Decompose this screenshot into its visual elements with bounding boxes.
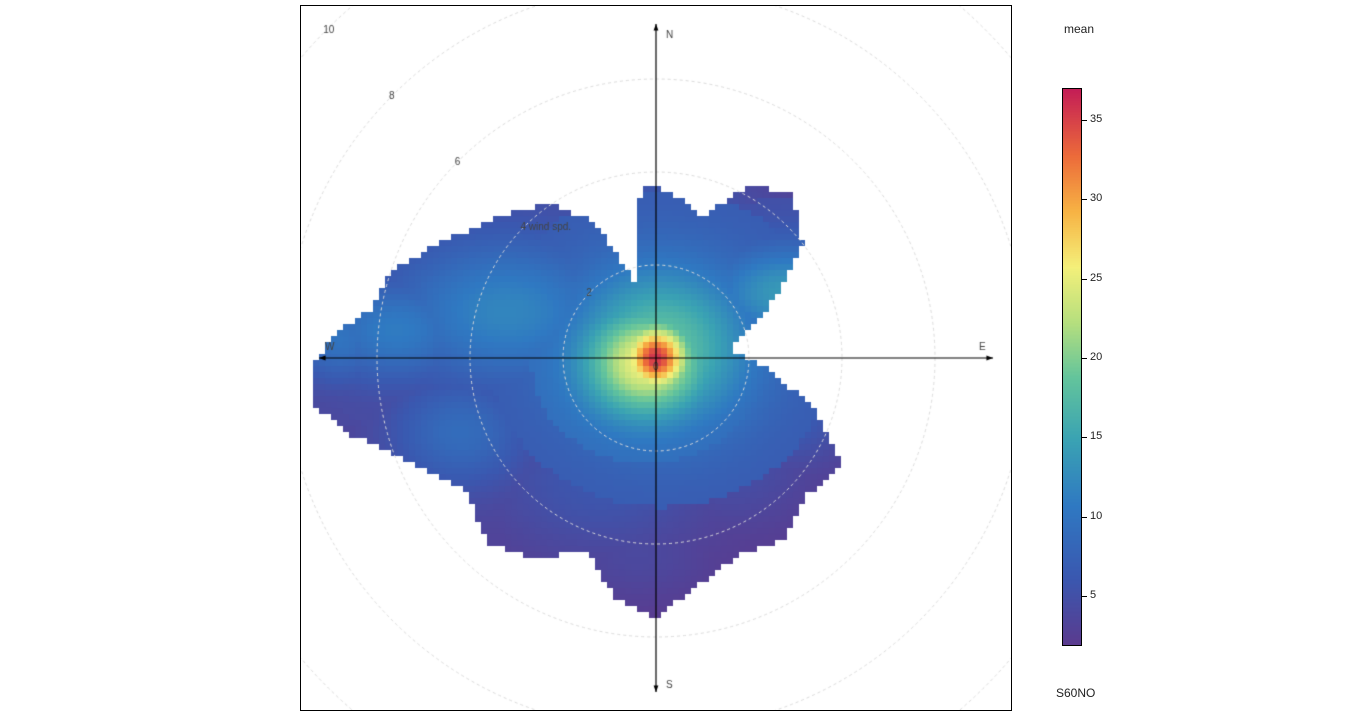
corner-label: S60NO bbox=[1056, 686, 1095, 700]
plot-frame bbox=[300, 5, 1012, 711]
figure-stage: mean 5 10 15 20 25 30 35 S60NO bbox=[0, 0, 1366, 716]
colorbar-tick bbox=[1081, 358, 1087, 359]
colorbar-tick bbox=[1081, 517, 1087, 518]
colorbar-tick bbox=[1081, 596, 1087, 597]
colorbar-tick bbox=[1081, 199, 1087, 200]
legend-title: mean bbox=[1064, 22, 1094, 36]
colorbar-tick-label: 15 bbox=[1090, 430, 1102, 442]
colorbar-tick-label: 30 bbox=[1090, 192, 1102, 204]
colorbar-tick bbox=[1081, 120, 1087, 121]
colorbar-tick-label: 10 bbox=[1090, 510, 1102, 522]
colorbar-tick-label: 35 bbox=[1090, 113, 1102, 125]
colorbar-tick-label: 20 bbox=[1090, 351, 1102, 363]
polar-heatmap-canvas bbox=[301, 6, 1011, 710]
colorbar-tick bbox=[1081, 437, 1087, 438]
colorbar-tick bbox=[1081, 279, 1087, 280]
colorbar-tick-label: 25 bbox=[1090, 272, 1102, 284]
colorbar-tick-label: 5 bbox=[1090, 589, 1096, 601]
colorbar bbox=[1062, 88, 1082, 646]
